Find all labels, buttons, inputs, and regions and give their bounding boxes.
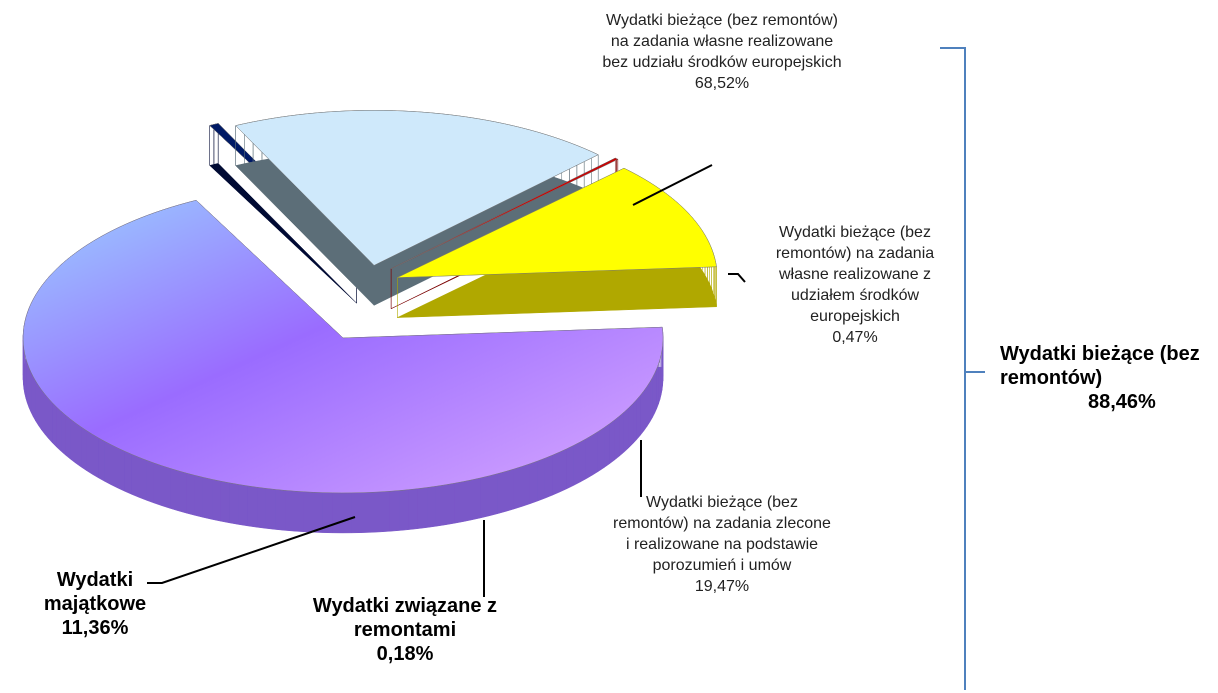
label-text: Wydatki bieżące (bez remontów) na zadani… [613,494,831,574]
slice-top [22,199,664,494]
slice-label: Wydatki bieżące (bez remontów) na zadani… [612,492,832,597]
group-value: 88,46% [1088,391,1156,413]
value-label: 0,47% [832,329,878,346]
slice-top [397,167,717,278]
leader-lines [147,164,746,597]
label-text: Wydatki majątkowe [43,569,147,615]
slice-side [209,122,357,304]
slice [397,167,717,318]
leader-line [728,273,746,283]
pie [22,110,717,534]
slice-label: Wydatki bieżące (bez remontów) na zadani… [760,222,950,348]
value-label: 19,47% [694,578,750,595]
slice-top [235,110,599,266]
leader-line [147,516,356,584]
label-text: Wydatki bieżące (bez remontów) na zadani… [602,12,842,71]
label-text: Wydatki związane z remontami [312,595,498,641]
group-bracket [940,47,985,690]
leader-line [632,164,713,206]
slice-label: Wydatki majątkowe 11,36% [30,568,160,640]
group-text: Wydatki bieżące (bez remontów) [1000,343,1200,389]
value-label: 68,52% [694,75,750,92]
value-label: 0,18% [376,643,434,665]
slice [22,199,664,534]
slice-label: Wydatki bieżące (bez remontów) na zadani… [602,10,842,94]
value-label: 11,36% [61,617,129,639]
slice-top [391,157,619,269]
label-text: Wydatki bieżące (bez remontów) na zadani… [775,224,935,325]
slice-label: Wydatki związane z remontami 0,18% [290,594,520,666]
group-label: Wydatki bieżące (bez remontów) 88,46% [1000,342,1215,414]
